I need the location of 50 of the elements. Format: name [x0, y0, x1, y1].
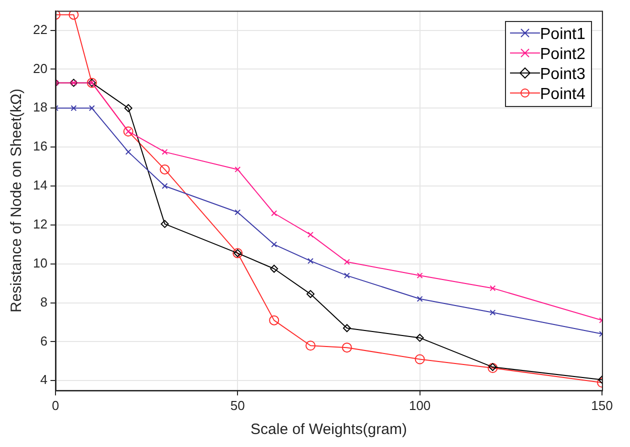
point — [68, 10, 79, 20]
y-axis-title: Resistance of Node on Sheet(kΩ) — [8, 88, 26, 313]
legend-label: Point4 — [540, 86, 586, 103]
point — [88, 105, 95, 112]
point — [160, 164, 170, 174]
y-tick-label: 4 — [40, 372, 48, 388]
y-tick-label: 10 — [32, 255, 48, 270]
point — [306, 340, 316, 351]
point — [490, 285, 496, 292]
point — [342, 342, 352, 353]
point — [344, 272, 350, 279]
point — [124, 104, 132, 112]
point — [123, 126, 134, 136]
point — [416, 334, 424, 342]
point — [306, 290, 315, 298]
y-tick-label: 22 — [32, 22, 48, 37]
point — [414, 354, 425, 364]
point — [269, 315, 280, 326]
x-tick-label: 0 — [52, 398, 60, 413]
y-tick-label: 8 — [40, 294, 48, 310]
point — [125, 148, 132, 155]
y-tick-label: 20 — [32, 60, 48, 76]
x-axis-title: Scale of Weights(gram) — [250, 421, 407, 438]
point — [416, 296, 423, 302]
y-tick-label: 6 — [40, 333, 48, 348]
x-tick-label: 100 — [408, 398, 431, 413]
legend-label: Point1 — [540, 26, 586, 43]
point — [234, 209, 241, 216]
point — [490, 310, 496, 316]
y-tick-label: 16 — [32, 138, 48, 154]
y-tick-label: 14 — [32, 178, 48, 193]
point — [162, 183, 168, 189]
y-tick-label: 12 — [32, 216, 48, 232]
x-tick-label: 50 — [230, 398, 245, 413]
point — [308, 258, 314, 264]
point — [70, 105, 77, 112]
point — [270, 264, 278, 273]
point — [344, 258, 350, 265]
x-tick-label: 150 — [591, 398, 613, 413]
point — [342, 324, 351, 332]
point — [308, 232, 314, 238]
point — [234, 166, 241, 172]
point — [271, 241, 278, 248]
point — [416, 272, 423, 279]
point — [162, 148, 168, 155]
point — [271, 210, 278, 216]
legend-label: Point3 — [540, 66, 586, 83]
y-tick-label: 18 — [32, 100, 48, 115]
legend-label: Point2 — [540, 46, 586, 63]
point — [160, 220, 169, 228]
